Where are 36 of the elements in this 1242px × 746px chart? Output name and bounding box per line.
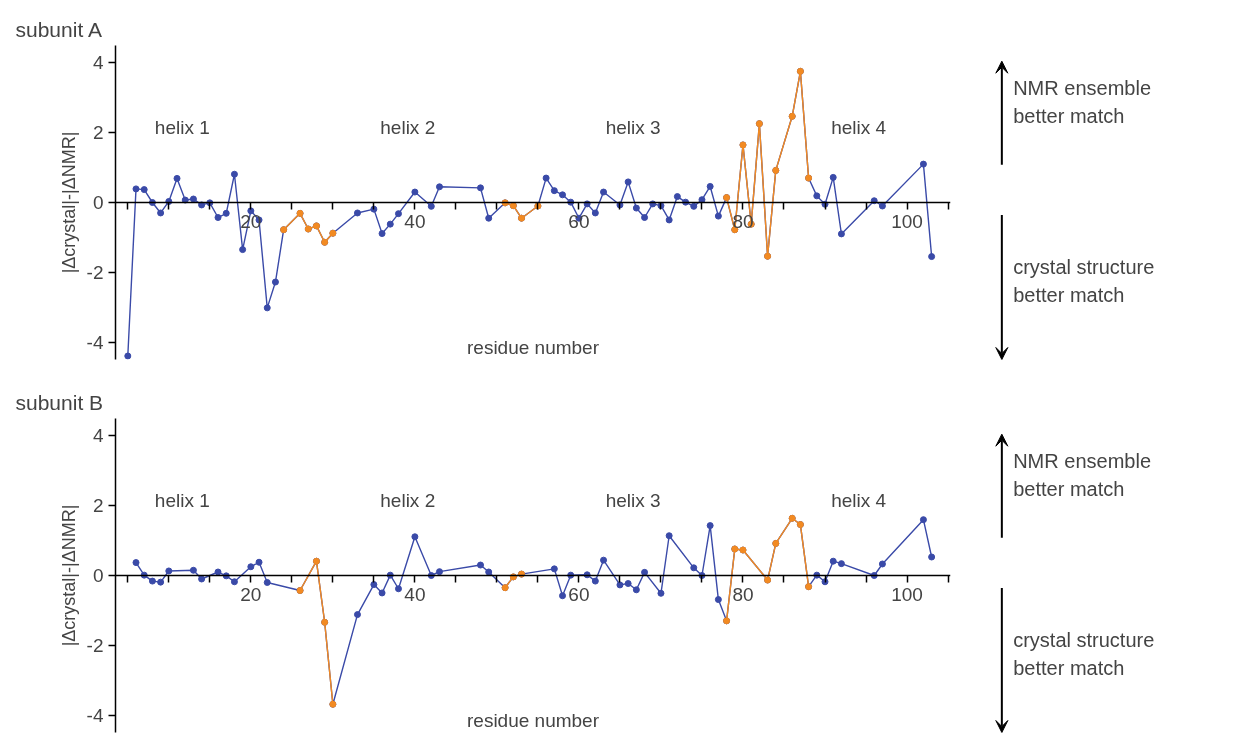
annotation: helix 2 bbox=[380, 116, 436, 138]
text: crystal structure better match bbox=[1013, 255, 1155, 307]
y-tick-label: -4 bbox=[86, 331, 104, 353]
annotation: helix 2 bbox=[380, 489, 436, 511]
y-tick-label: -2 bbox=[86, 261, 104, 283]
x-tick-label: 80 bbox=[732, 583, 754, 605]
y-tick-label: -2 bbox=[86, 634, 104, 656]
x-tick-label: 20 bbox=[240, 583, 262, 605]
chart-title: subunit B bbox=[15, 390, 104, 414]
y-axis-title: |Δcrystal|-|ΔNMR| bbox=[58, 504, 79, 647]
y-tick-label: -4 bbox=[86, 704, 104, 726]
y-axis-title: |Δcrystal|-|ΔNMR| bbox=[58, 131, 79, 274]
y-tick-label: 4 bbox=[92, 425, 104, 447]
annotation: helix 4 bbox=[831, 489, 887, 511]
x-tick-label: 40 bbox=[404, 583, 426, 605]
y-tick-label: 2 bbox=[92, 122, 104, 144]
annotation: helix 3 bbox=[605, 489, 661, 511]
x-tick-label: 100 bbox=[891, 210, 923, 232]
x-tick-label: 60 bbox=[568, 583, 590, 605]
y-tick-label: 0 bbox=[92, 192, 104, 213]
annotation: helix 1 bbox=[154, 489, 210, 511]
y-tick-label: 2 bbox=[92, 495, 104, 517]
chart-title: subunit A bbox=[15, 17, 102, 41]
x-axis-title: residue number bbox=[466, 336, 600, 358]
annotation: helix 1 bbox=[154, 116, 210, 138]
y-tick-label: 4 bbox=[92, 52, 104, 74]
text: crystal structure better match bbox=[1013, 628, 1155, 680]
x-tick-label: 40 bbox=[404, 210, 426, 232]
x-tick-label: 60 bbox=[568, 210, 590, 232]
x-axis-title: residue number bbox=[466, 709, 600, 731]
annotation: helix 4 bbox=[831, 116, 887, 138]
y-tick-label: 0 bbox=[92, 565, 104, 586]
x-tick-label: 100 bbox=[891, 583, 923, 605]
text: NMR ensemble better match bbox=[1013, 76, 1152, 128]
annotation: helix 3 bbox=[605, 116, 661, 138]
text: NMR ensemble better match bbox=[1013, 449, 1152, 501]
